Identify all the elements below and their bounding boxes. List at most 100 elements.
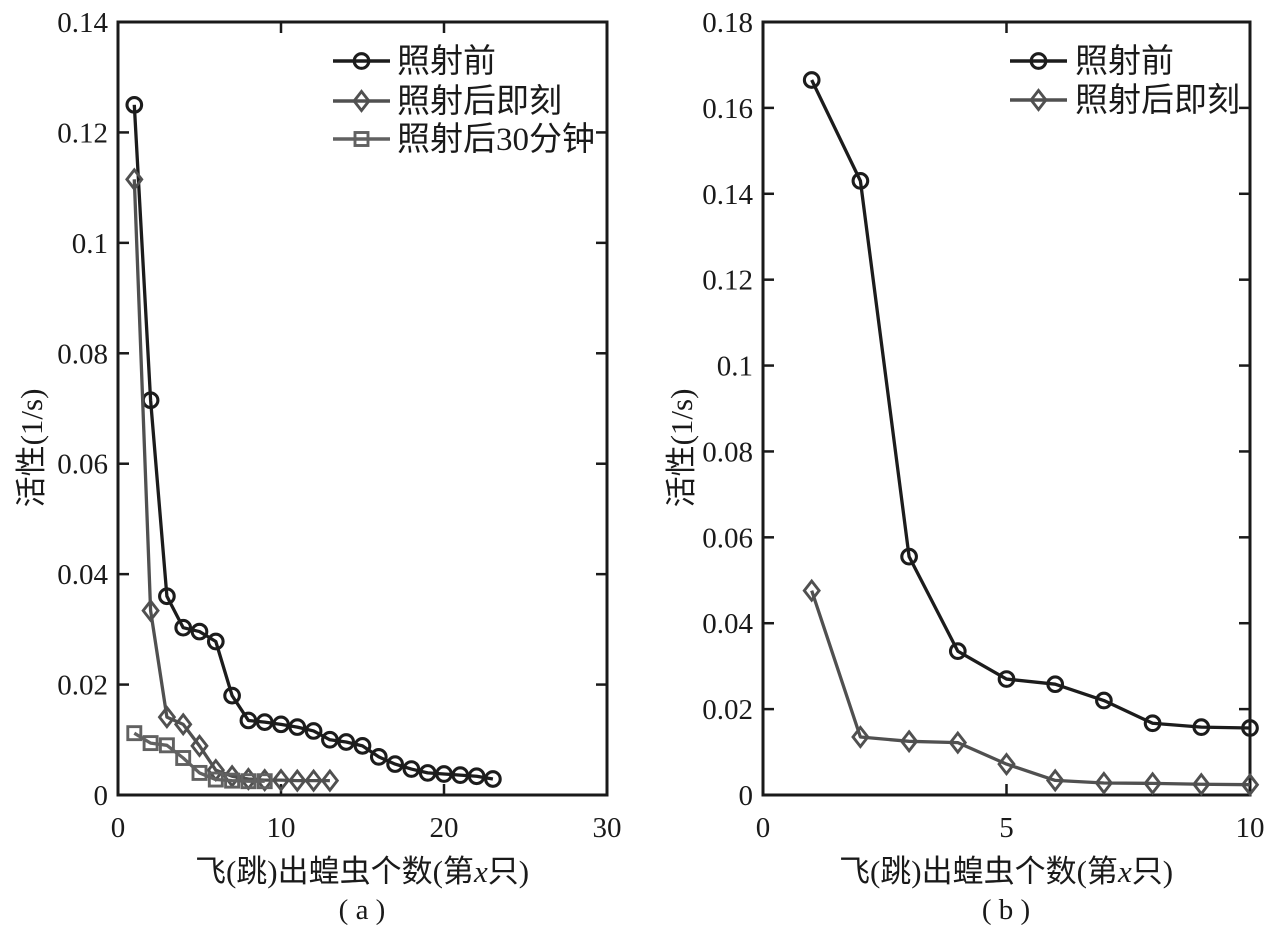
diamond-marker: [173, 712, 193, 737]
circle-marker: [386, 755, 404, 773]
y-tick-label: 0.16: [702, 93, 753, 125]
panel-sublabel: ( a ): [339, 894, 386, 925]
panel-b: 0 5 10 0 0.02 0.04 0.06 0.08 0.1 0.12 0.14 0.16 0.18…: [664, 7, 1265, 925]
series-line-circle: [132, 104, 494, 781]
circle-marker: [304, 722, 323, 740]
diamond-marker: [1045, 768, 1065, 793]
legend-square-marker: [353, 131, 370, 147]
circle-marker: [272, 715, 290, 734]
circle-marker: [1241, 719, 1259, 737]
circle-marker: [255, 713, 274, 731]
diamond-marker: [1094, 771, 1114, 795]
y-axis-label: 活性(1/s): [664, 389, 699, 508]
y-tick-label: 0.12: [57, 117, 108, 149]
legend-circle-marker: [352, 52, 371, 70]
y-tick-label: 0.08: [702, 436, 753, 468]
legend-label: 照射后30分钟: [397, 121, 595, 158]
diamond-marker: [802, 578, 821, 603]
circle-marker: [997, 670, 1016, 688]
x-axis-label: 飞(跳)出蝗虫个数(第x只): [839, 854, 1173, 889]
x-axis: 0 10 20 30: [111, 22, 622, 844]
square-marker: [224, 772, 241, 789]
circle-marker: [484, 770, 502, 788]
circle-marker: [900, 547, 918, 566]
series-square: [126, 725, 273, 790]
circle-marker: [1192, 718, 1211, 736]
circle-marker: [190, 622, 209, 641]
square-marker: [142, 735, 159, 752]
circle-marker: [337, 733, 356, 751]
x-tick-label: 0: [111, 812, 126, 844]
x-axis: 0 5 10: [756, 22, 1265, 844]
diamond-marker: [255, 768, 274, 792]
circle-marker: [125, 95, 144, 114]
y-tick-label: 0.14: [57, 7, 108, 39]
y-tick-label: 0.04: [702, 608, 753, 640]
circle-marker: [802, 71, 821, 89]
y-tick-label: 0.18: [702, 7, 753, 39]
circle-marker: [467, 767, 486, 786]
y-tick-label: 0.14: [702, 179, 753, 211]
square-marker: [158, 737, 175, 754]
legend-label: 照射后即刻: [1075, 82, 1240, 119]
circle-marker: [1046, 675, 1065, 694]
diamond-marker: [1192, 772, 1211, 797]
circle-marker: [369, 748, 388, 766]
legend-label: 照射后即刻: [397, 83, 562, 120]
panel-sublabel: ( b ): [982, 894, 1030, 925]
circle-marker: [418, 764, 437, 782]
square-marker: [240, 773, 257, 790]
series-circle: [802, 71, 1259, 737]
circle-marker: [948, 642, 967, 660]
panel-a: 0 10 20 30 0 0.02 0.04 0.06 0.08 0.1 0.12 0.14 照射前照射…: [14, 7, 622, 925]
series-circle: [125, 95, 502, 788]
circle-marker: [239, 711, 258, 730]
y-tick-label: 0.06: [57, 449, 108, 481]
x-axis-label: 飞(跳)出蝗虫个数(第x只): [195, 854, 529, 889]
square-marker: [126, 725, 143, 742]
diamond-marker: [157, 705, 177, 730]
square-marker: [191, 764, 208, 781]
circle-marker: [353, 737, 372, 755]
circle-marker: [223, 686, 241, 705]
diamond-marker: [851, 725, 870, 749]
y-tick-label: 0.04: [57, 559, 108, 591]
diamond-marker: [1240, 772, 1260, 797]
y-tick-label: 0.06: [702, 522, 753, 554]
circle-marker: [435, 765, 453, 783]
x-tick-label: 0: [756, 812, 771, 844]
plot-frame: [116, 20, 609, 797]
x-tick-label: 20: [430, 812, 459, 844]
y-tick-label: 0: [94, 780, 109, 812]
series-line-diamond: [132, 179, 330, 783]
diamond-marker: [190, 733, 209, 758]
circle-marker: [1143, 714, 1162, 733]
legend-diamond-marker: [352, 89, 371, 113]
legend-label: 照射前: [397, 43, 496, 80]
y-tick-label: 0.02: [702, 694, 753, 726]
y-axis: 0 0.02 0.04 0.06 0.08 0.1 0.12 0.14 0.16 0.18: [702, 7, 1250, 812]
circle-marker: [321, 730, 339, 749]
circle-marker: [174, 618, 193, 637]
y-tick-label: 0.1: [72, 228, 108, 260]
x-tick-label: 30: [593, 812, 622, 844]
legend-diamond-marker: [1029, 88, 1048, 112]
diamond-marker: [997, 752, 1016, 776]
y-tick-label: 0.1: [717, 351, 753, 383]
diamond-marker: [320, 768, 340, 793]
legend-circle-marker: [1029, 52, 1048, 70]
series-diamond: [802, 578, 1260, 797]
diamond-marker: [1143, 771, 1162, 796]
y-tick-label: 0.12: [702, 265, 753, 297]
circle-marker: [402, 760, 421, 778]
circle-marker: [451, 766, 470, 784]
x-tick-label: 5: [999, 812, 1014, 844]
diamond-marker: [141, 598, 160, 623]
circle-marker: [851, 172, 870, 190]
square-marker: [175, 750, 192, 766]
y-axis-label: 活性(1/s): [14, 389, 49, 508]
